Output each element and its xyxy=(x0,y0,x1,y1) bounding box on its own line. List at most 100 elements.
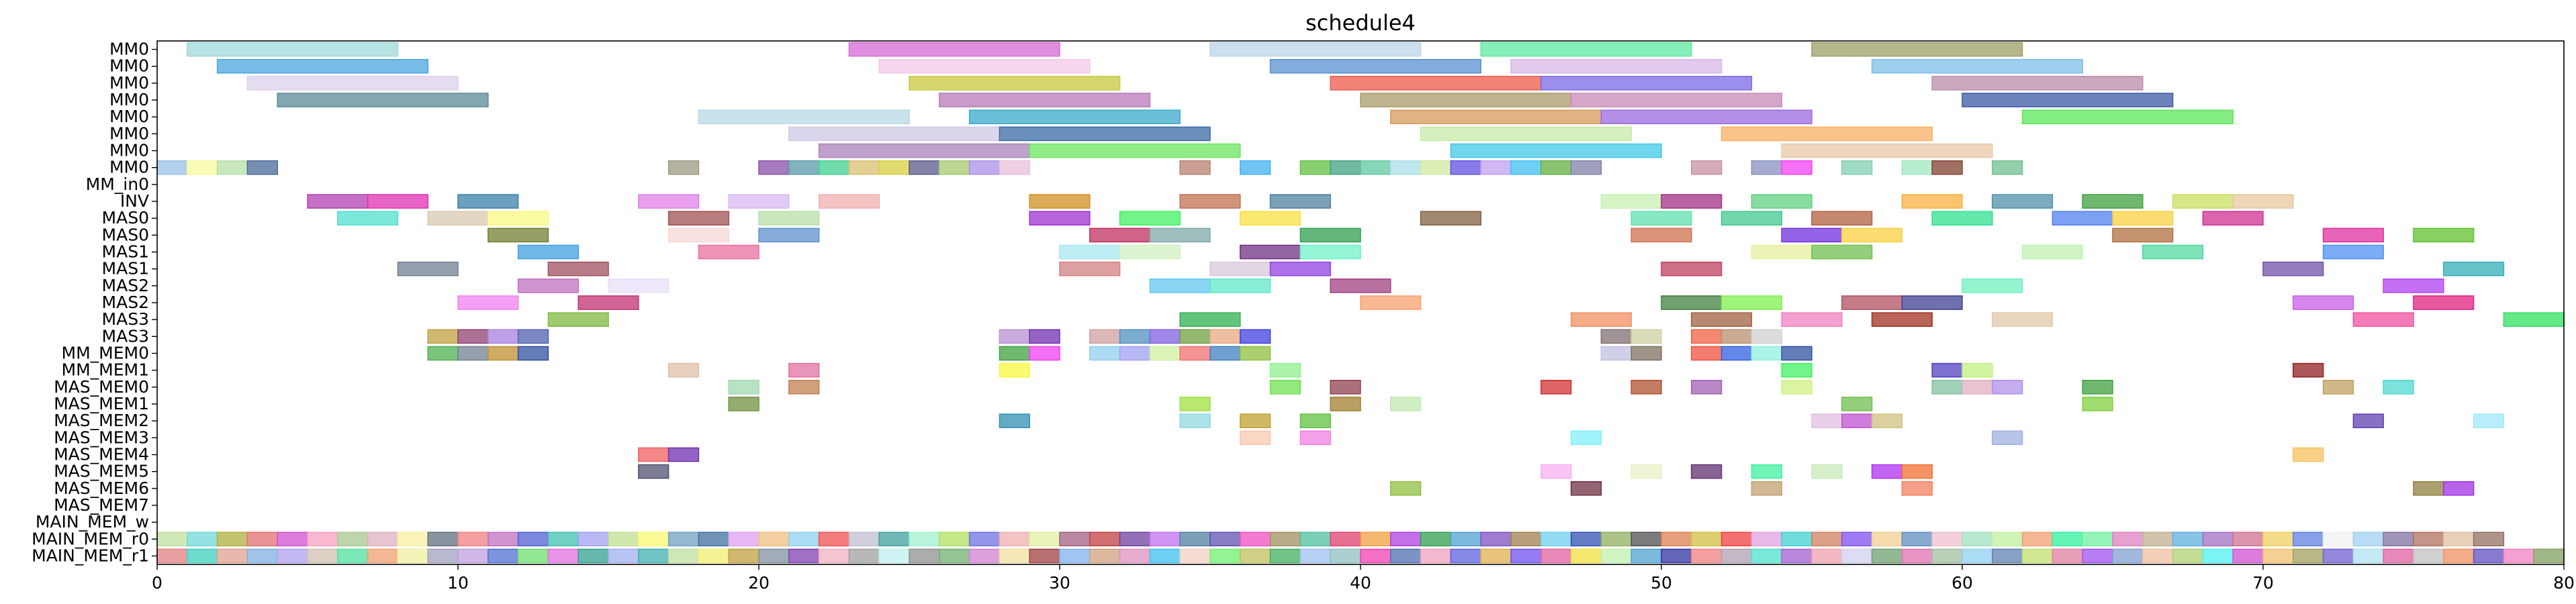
task-bar xyxy=(1089,329,1121,344)
task-bar xyxy=(1871,464,1903,479)
memory-bar xyxy=(1841,532,1873,547)
memory-bar xyxy=(1691,548,1722,564)
memory-bar xyxy=(939,532,970,547)
memory-bar xyxy=(2142,532,2174,547)
task-bar xyxy=(999,126,1211,142)
task-bar xyxy=(788,379,820,395)
task-bar xyxy=(1209,261,1271,276)
task-bar xyxy=(1240,244,1301,260)
task-bar xyxy=(1179,346,1211,361)
task-bar xyxy=(1720,346,1753,361)
memory-bar xyxy=(1811,548,1843,564)
task-bar xyxy=(1269,261,1331,276)
task-bar xyxy=(1720,126,1933,142)
task-bar xyxy=(1751,244,1812,260)
task-bar xyxy=(758,160,790,175)
memory-bar xyxy=(578,532,609,547)
task-bar xyxy=(1570,481,1602,496)
memory-bar xyxy=(397,548,428,564)
task-bar xyxy=(758,211,820,226)
task-bar xyxy=(2322,379,2354,395)
task-bar xyxy=(1299,244,1361,260)
task-bar xyxy=(187,42,399,57)
task-bar xyxy=(2082,194,2144,209)
memory-bar xyxy=(1720,532,1753,547)
y-tick-label: MAS1 xyxy=(102,242,149,262)
task-bar xyxy=(1751,329,1782,344)
task-bar xyxy=(1992,160,2023,175)
task-bar xyxy=(1269,58,1481,74)
memory-bar xyxy=(1240,548,1271,564)
y-tick-label: MAS1 xyxy=(102,259,149,279)
memory-bar xyxy=(367,532,399,547)
task-bar xyxy=(1179,397,1211,411)
task-bar xyxy=(246,160,278,175)
task-bar xyxy=(1330,379,1361,395)
memory-bar xyxy=(246,532,278,547)
memory-bar xyxy=(1059,532,1091,547)
task-bar xyxy=(1240,346,1271,361)
memory-bar xyxy=(517,532,549,547)
y-tick-label: MAS_MEM7 xyxy=(54,495,149,515)
memory-bar xyxy=(337,532,369,547)
task-bar xyxy=(547,312,609,327)
task-bar xyxy=(1360,295,1422,310)
task-bar xyxy=(1179,312,1241,327)
task-bar xyxy=(1691,160,1722,175)
x-tick-label: 60 xyxy=(1951,573,1973,593)
task-bar xyxy=(1570,93,1782,107)
memory-bar xyxy=(1962,532,1993,547)
memory-bar xyxy=(187,548,218,564)
task-bar xyxy=(277,93,489,107)
task-bar xyxy=(1119,346,1151,361)
task-bar xyxy=(1630,464,1662,479)
memory-bar xyxy=(488,532,519,547)
memory-bar xyxy=(2473,548,2505,564)
task-bar xyxy=(1390,397,1422,411)
memory-bar xyxy=(2082,532,2113,547)
memory-bar xyxy=(1751,548,1782,564)
task-bar xyxy=(1269,362,1301,378)
memory-bar xyxy=(1269,532,1301,547)
y-tick-label: MAS0 xyxy=(102,208,149,228)
task-bar xyxy=(1661,194,1722,209)
memory-bar xyxy=(848,548,880,564)
memory-bar xyxy=(1450,548,1481,564)
memory-bar xyxy=(1871,532,1903,547)
task-bar xyxy=(1299,160,1331,175)
task-bar xyxy=(1630,211,1692,226)
task-bar xyxy=(1600,346,1632,361)
task-bar xyxy=(517,244,579,260)
y-tick-label: MAS_MEM0 xyxy=(54,377,149,397)
memory-bar xyxy=(2383,532,2414,547)
task-bar xyxy=(668,160,700,175)
task-bar xyxy=(1390,481,1422,496)
task-bar xyxy=(668,362,700,378)
task-bar xyxy=(1871,312,1933,327)
x-tick-label: 70 xyxy=(2252,573,2274,593)
task-bar xyxy=(1720,211,1782,226)
task-bar xyxy=(728,194,790,209)
memory-bar xyxy=(277,548,308,564)
task-bar xyxy=(1901,464,1933,479)
task-bar xyxy=(1540,464,1572,479)
task-bar xyxy=(1962,362,1993,378)
task-bar xyxy=(367,194,428,209)
task-bar xyxy=(788,160,820,175)
memory-bar xyxy=(1962,548,1993,564)
task-bar xyxy=(1510,58,1722,74)
y-tick-label: MAS_MEM6 xyxy=(54,479,149,498)
task-bar xyxy=(1209,346,1241,361)
memory-bar xyxy=(1149,532,1181,547)
task-bar xyxy=(1390,109,1602,125)
x-axis-ticks: 0 10 20 30 40 50 60 70 80 xyxy=(152,564,2575,593)
task-bar xyxy=(1781,160,1812,175)
task-bar xyxy=(1029,329,1060,344)
task-bar xyxy=(1570,430,1602,446)
task-bar xyxy=(878,160,910,175)
task-bar xyxy=(1811,211,1873,226)
task-bar xyxy=(878,58,1091,74)
task-bar xyxy=(1630,346,1662,361)
task-bar xyxy=(457,329,489,344)
